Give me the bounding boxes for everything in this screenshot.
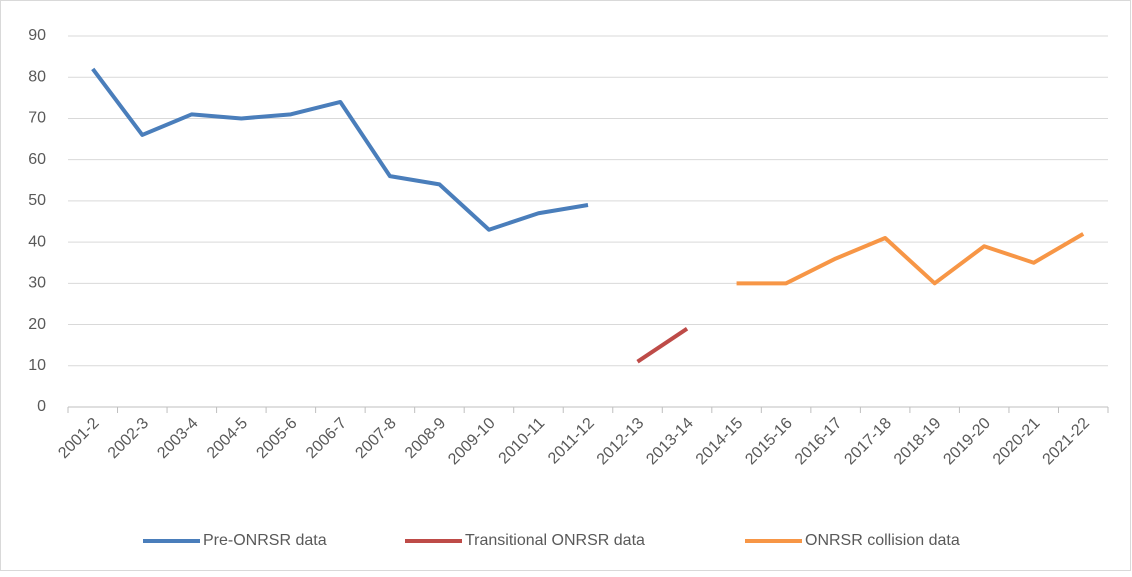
y-tick-label: 60 [28,151,46,168]
series-line [636,327,689,364]
y-tick-label: 80 [28,68,46,85]
series-line [736,232,1085,286]
y-tick-label: 90 [28,27,46,44]
y-tick-label: 50 [28,192,46,209]
y-tick-label: 30 [28,275,46,292]
legend-label: Transitional ONRSR data [465,532,645,549]
legend-label: Pre-ONRSR data [203,532,327,549]
y-tick-label: 70 [28,110,46,127]
legend-label: ONRSR collision data [805,532,960,549]
series-line [91,67,589,232]
y-tick-label: 0 [37,398,46,415]
y-tick-label: 10 [28,357,46,374]
y-tick-label: 20 [28,316,46,333]
y-tick-label: 40 [28,233,46,250]
